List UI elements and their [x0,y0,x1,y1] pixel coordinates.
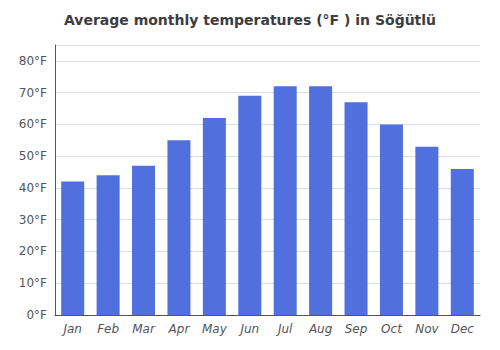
svg-text:Jan: Jan [61,322,82,336]
svg-text:30°F: 30°F [19,213,47,227]
svg-text:Jun: Jun [238,322,259,336]
svg-text:Dec: Dec [451,322,475,336]
svg-text:50°F: 50°F [19,149,47,163]
svg-text:70°F: 70°F [19,86,47,100]
svg-text:Feb: Feb [97,322,119,336]
svg-text:10°F: 10°F [19,276,47,290]
svg-text:60°F: 60°F [19,117,47,131]
svg-text:40°F: 40°F [19,181,47,195]
svg-text:Sep: Sep [345,322,368,336]
svg-text:Jul: Jul [276,322,293,336]
svg-text:Oct: Oct [381,322,403,336]
svg-text:Apr: Apr [168,322,191,336]
svg-text:Aug: Aug [308,322,333,336]
svg-text:0°F: 0°F [26,308,47,322]
svg-text:80°F: 80°F [19,54,47,68]
svg-text:Mar: Mar [132,322,156,336]
svg-text:May: May [202,322,228,336]
svg-text:20°F: 20°F [19,244,47,258]
svg-text:Average monthly temperatures (: Average monthly temperatures (°F ) in Sö… [64,12,436,28]
svg-text:Nov: Nov [415,322,439,336]
